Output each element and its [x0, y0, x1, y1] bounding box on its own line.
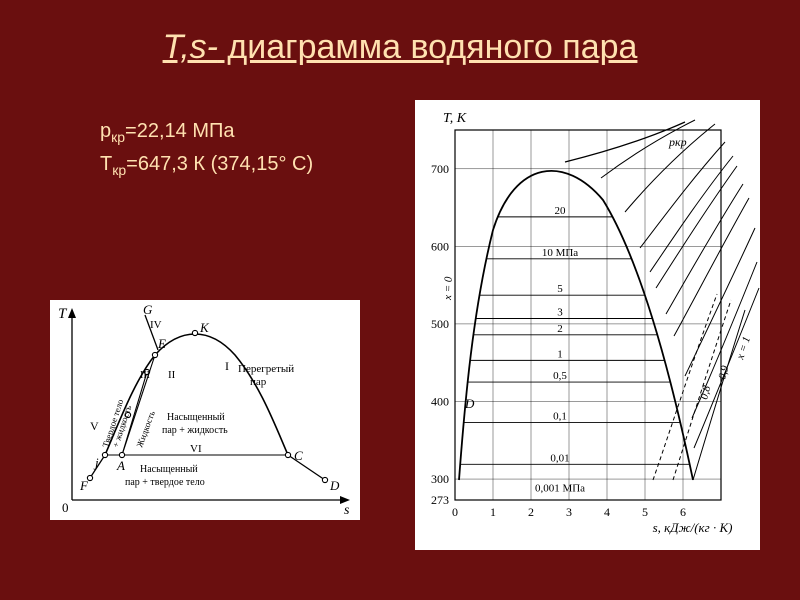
svg-text:0,01: 0,01: [550, 452, 569, 464]
svg-text:D: D: [464, 396, 475, 411]
svg-text:0,1: 0,1: [553, 410, 567, 422]
svg-text:700: 700: [431, 162, 449, 176]
svg-text:Насыщенный: Насыщенный: [167, 412, 225, 423]
svg-text:0: 0: [62, 500, 69, 515]
svg-text:A: A: [116, 458, 125, 473]
svg-text:V: V: [90, 419, 99, 433]
svg-text:Перегретый: Перегретый: [238, 363, 294, 375]
svg-text:s: s: [344, 503, 350, 518]
p-critical: pкр=22,14 МПа: [100, 115, 313, 148]
svg-text:II: II: [168, 369, 176, 381]
svg-text:x = 0: x = 0: [442, 276, 455, 301]
svg-text:j: j: [93, 455, 99, 470]
svg-text:VI: VI: [190, 443, 202, 455]
svg-text:5: 5: [557, 283, 563, 295]
svg-text:Жидкость: Жидкость: [134, 409, 156, 448]
diagram-phase-regions: Ts0FjAEKCDGIVIIIIIIVVIПерегретыйпарНасыщ…: [50, 300, 360, 520]
svg-text:500: 500: [431, 317, 449, 331]
svg-text:K: K: [199, 320, 210, 335]
svg-text:x = 1: x = 1: [734, 335, 753, 362]
svg-text:273: 273: [431, 493, 449, 507]
svg-text:E: E: [157, 336, 166, 351]
svg-text:s, кДж/(кг · К): s, кДж/(кг · К): [653, 520, 733, 535]
svg-text:F: F: [79, 478, 89, 493]
svg-text:IV: IV: [150, 319, 162, 331]
diagram-isobars: 273 300 400 500 600 700 0 1 2 3 4 5 6 T, К s, кДж/(кг …: [415, 100, 760, 550]
svg-text:2: 2: [557, 323, 563, 335]
svg-text:10 МПа: 10 МПа: [542, 247, 578, 259]
svg-text:400: 400: [431, 394, 449, 408]
svg-text:0,9: 0,9: [716, 364, 731, 381]
svg-text:6: 6: [680, 505, 686, 519]
svg-text:I: I: [225, 359, 229, 373]
svg-text:300: 300: [431, 472, 449, 486]
svg-text:D: D: [329, 478, 340, 493]
svg-text:2: 2: [528, 505, 534, 519]
svg-text:0: 0: [452, 505, 458, 519]
svg-text:3: 3: [557, 306, 563, 318]
svg-text:пар + жидкость: пар + жидкость: [162, 425, 228, 436]
svg-text:20: 20: [555, 205, 567, 217]
critical-params: pкр=22,14 МПа Tкр=647,3 К (374,15° С): [100, 115, 313, 182]
svg-text:4: 4: [604, 505, 610, 519]
svg-text:1: 1: [557, 348, 563, 360]
svg-text:T: T: [58, 306, 68, 322]
T-critical: Tкр=647,3 К (374,15° С): [100, 148, 313, 181]
svg-text:5: 5: [642, 505, 648, 519]
svg-text:600: 600: [431, 239, 449, 253]
svg-text:пар: пар: [250, 376, 267, 388]
title-rest: диаграмма водяного пара: [218, 28, 637, 66]
slide-title: T,s- диаграмма водяного пара: [0, 28, 800, 67]
svg-text:III: III: [140, 370, 150, 381]
svg-text:1: 1: [490, 505, 496, 519]
slide: T,s- диаграмма водяного пара pкр=22,14 М…: [0, 0, 800, 600]
svg-text:3: 3: [566, 505, 572, 519]
svg-text:T, К: T, К: [443, 111, 467, 126]
svg-text:pкр: pкр: [668, 135, 687, 149]
svg-text:0,001 МПа: 0,001 МПа: [535, 483, 585, 495]
svg-text:C: C: [294, 448, 303, 463]
svg-text:Насыщенный: Насыщенный: [140, 464, 198, 475]
title-prefix: T,s-: [163, 28, 218, 66]
svg-text:G: G: [143, 302, 153, 317]
svg-text:пар + твердое тело: пар + твердое тело: [125, 477, 205, 488]
svg-text:0,8: 0,8: [698, 384, 713, 401]
svg-text:0,5: 0,5: [553, 370, 567, 382]
